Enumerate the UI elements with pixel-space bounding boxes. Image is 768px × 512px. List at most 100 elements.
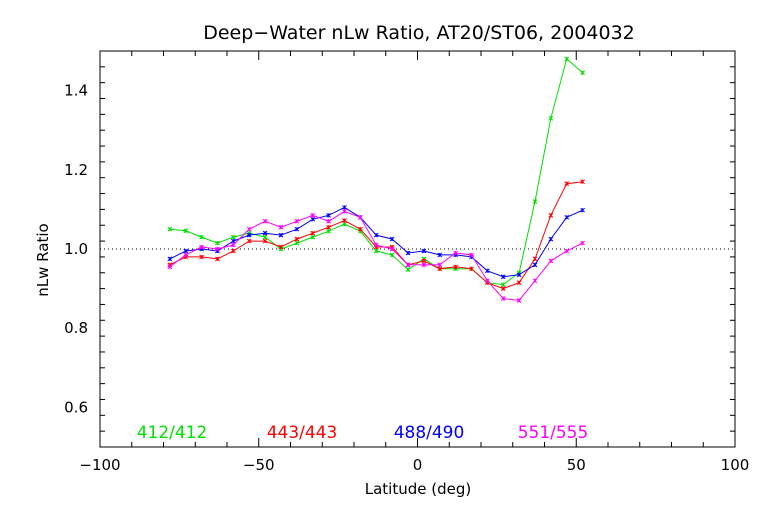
data-point xyxy=(548,212,554,218)
chart-title: Deep−Water nLw Ratio, AT20/ST06, 2004032 xyxy=(203,22,635,44)
data-point xyxy=(500,282,506,287)
data-point xyxy=(437,266,443,272)
data-point xyxy=(278,244,284,250)
data-point xyxy=(532,278,538,284)
data-point xyxy=(421,262,427,268)
data-point xyxy=(389,246,395,252)
data-point xyxy=(548,115,554,121)
data-point xyxy=(246,226,252,232)
legend-entry: 488/490 xyxy=(394,423,465,443)
legend-entry: 443/443 xyxy=(267,423,338,443)
data-point xyxy=(215,246,220,252)
data-point xyxy=(167,256,173,262)
data-point xyxy=(262,238,268,244)
data-point xyxy=(405,262,411,268)
y-tick-label: 0.8 xyxy=(64,319,88,337)
data-point xyxy=(262,218,268,224)
data-point xyxy=(564,248,570,254)
data-point xyxy=(580,207,585,213)
data-point xyxy=(262,230,268,236)
data-point xyxy=(484,278,490,284)
data-point xyxy=(199,244,204,250)
data-point xyxy=(310,230,316,236)
data-point xyxy=(230,234,236,240)
data-point xyxy=(437,252,443,258)
data-point xyxy=(500,274,506,280)
data-point xyxy=(326,224,331,230)
data-point xyxy=(580,240,585,246)
data-point xyxy=(564,181,570,187)
data-point xyxy=(326,228,331,234)
data-point xyxy=(310,212,316,218)
data-point xyxy=(357,214,363,220)
y-tick-label: 0.6 xyxy=(64,398,88,416)
data-point xyxy=(294,236,300,242)
data-point xyxy=(357,226,363,232)
data-point xyxy=(310,216,316,222)
series-4 xyxy=(167,209,585,303)
x-tick-label: 50 xyxy=(567,456,586,474)
data-point xyxy=(453,264,458,270)
data-point xyxy=(580,179,585,185)
x-axis-label: Latitude (deg) xyxy=(365,480,471,498)
data-point xyxy=(342,218,347,223)
data-point xyxy=(230,242,236,248)
data-point xyxy=(516,280,522,286)
x-tick-label: 0 xyxy=(413,456,423,474)
data-point xyxy=(278,232,284,238)
data-point xyxy=(199,254,204,260)
data-point xyxy=(453,250,458,256)
data-point xyxy=(230,248,236,254)
data-point xyxy=(262,234,268,240)
data-point xyxy=(294,226,300,232)
y-tick-label: 1.0 xyxy=(64,240,88,258)
data-point xyxy=(373,242,379,248)
data-point xyxy=(469,252,474,258)
data-point xyxy=(484,268,490,274)
data-point xyxy=(389,252,395,258)
data-point xyxy=(199,234,204,240)
data-point xyxy=(437,262,443,268)
data-point xyxy=(342,205,347,210)
data-point xyxy=(246,232,252,238)
data-point xyxy=(564,214,570,220)
legend-entry: 551/555 xyxy=(518,423,589,443)
data-point xyxy=(373,232,379,238)
data-point xyxy=(516,272,522,278)
data-point xyxy=(183,248,189,254)
data-point xyxy=(532,256,538,262)
data-point xyxy=(532,199,538,204)
data-point xyxy=(230,238,236,244)
data-point xyxy=(580,70,585,76)
data-point xyxy=(405,250,411,256)
data-point xyxy=(278,224,284,230)
data-point xyxy=(500,296,506,301)
y-tick-label: 1.2 xyxy=(64,161,88,179)
data-point xyxy=(421,258,427,264)
y-axis-label: nLw Ratio xyxy=(34,223,52,296)
data-point xyxy=(389,236,395,242)
data-point xyxy=(215,256,220,262)
data-point xyxy=(342,209,347,214)
data-point xyxy=(500,286,506,291)
x-tick-label: −50 xyxy=(243,456,275,474)
data-point xyxy=(310,234,316,240)
data-point xyxy=(326,218,331,224)
data-point xyxy=(294,240,300,246)
data-point xyxy=(548,258,554,264)
x-tick-label: 100 xyxy=(721,456,750,474)
y-tick-label: 1.4 xyxy=(64,82,88,100)
data-point xyxy=(342,221,347,227)
data-point xyxy=(373,248,379,254)
x-tick-label: −100 xyxy=(79,456,120,474)
data-point xyxy=(215,240,220,246)
data-point xyxy=(564,56,570,62)
data-point xyxy=(167,226,173,232)
data-point xyxy=(167,264,173,270)
data-point xyxy=(548,236,554,242)
data-point xyxy=(246,238,252,244)
data-point xyxy=(294,218,300,224)
data-point xyxy=(469,266,474,272)
legend-entry: 412/412 xyxy=(137,423,208,443)
